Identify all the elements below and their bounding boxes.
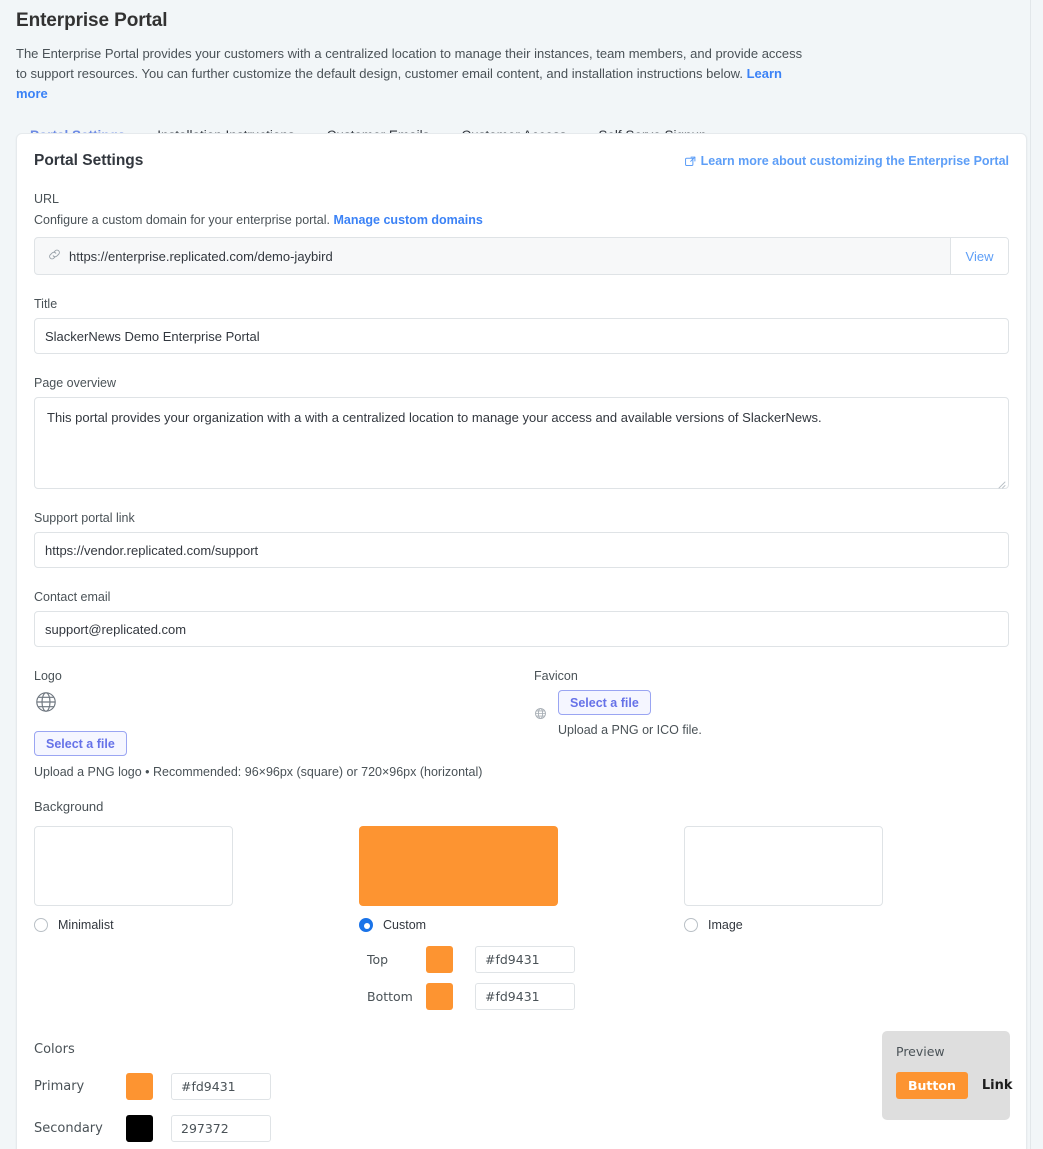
link-icon <box>48 248 61 264</box>
logo-group: Logo Select a file Upload a PNG logo • R… <box>34 669 534 779</box>
learn-more-link[interactable]: Learn more <box>16 66 782 101</box>
favicon-label: Favicon <box>534 669 578 683</box>
radio-image[interactable] <box>684 918 698 932</box>
color-row-secondary: Secondary 297372 <box>34 1115 1009 1142</box>
favicon-select-file-button[interactable]: Select a file <box>558 690 651 715</box>
page-description: The Enterprise Portal provides your cust… <box>16 44 806 104</box>
portal-settings-card: Portal Settings Learn more about customi… <box>16 133 1027 1149</box>
background-section-label: Background <box>34 799 104 814</box>
card-header: Portal Settings Learn more about customi… <box>34 152 1009 170</box>
radio-minimalist[interactable] <box>34 918 48 932</box>
favicon-hint: Upload a PNG or ICO file. <box>558 723 702 737</box>
manage-custom-domains-link[interactable]: Manage custom domains <box>333 213 483 227</box>
background-label-image: Image <box>708 918 743 932</box>
background-section: Background Minimalist Custom <box>34 799 1009 1020</box>
page-overview-value: This portal provides your organization w… <box>47 410 822 425</box>
preview-panel: Preview Button Link <box>882 1031 1013 1120</box>
preview-controls: Button Link <box>896 1072 1013 1099</box>
background-radio-row-custom[interactable]: Custom <box>359 918 684 932</box>
background-option-minimalist[interactable]: Minimalist <box>34 826 359 1020</box>
gradient-bottom-color-input[interactable]: #fd9431 <box>475 983 575 1010</box>
page-description-text: The Enterprise Portal provides your cust… <box>16 46 803 81</box>
background-swatch-image[interactable] <box>684 826 883 906</box>
colors-section-label: Colors <box>34 1042 75 1057</box>
background-option-custom[interactable]: Custom Top #fd9431 Bottom #fd9431 <box>359 826 684 1020</box>
logo-globe-icon <box>34 690 534 719</box>
gradient-top-color-chip[interactable] <box>426 946 453 973</box>
url-label: URL <box>34 192 60 206</box>
favicon-row: Select a file Upload a PNG or ICO file. <box>534 690 1009 737</box>
title-label: Title <box>34 297 58 311</box>
contact-email-field-group: Contact email support@replicated.com <box>34 590 1009 647</box>
gradient-bottom-color-chip[interactable] <box>426 983 453 1010</box>
external-link-icon <box>684 156 696 167</box>
gradient-top-color-input[interactable]: #fd9431 <box>475 946 575 973</box>
preview-label: Preview <box>896 1044 945 1059</box>
support-link-label: Support portal link <box>34 511 135 525</box>
background-label-custom: Custom <box>383 918 427 932</box>
gradient-controls: Top #fd9431 Bottom #fd9431 <box>367 946 684 1010</box>
page-overview-textarea[interactable]: This portal provides your organization w… <box>34 397 1009 489</box>
gradient-top-label: Top <box>367 952 389 967</box>
customizing-docs-link-label: Learn more about customizing the Enterpr… <box>700 154 1009 168</box>
background-swatch-custom[interactable] <box>359 826 558 906</box>
customizing-docs-link[interactable]: Learn more about customizing the Enterpr… <box>684 154 1009 168</box>
url-field-group: URL Configure a custom domain for your e… <box>34 192 1009 275</box>
card-title: Portal Settings <box>34 152 144 169</box>
primary-color-input[interactable]: #fd9431 <box>171 1073 271 1100</box>
logo-label: Logo <box>34 669 62 683</box>
colors-section: Colors Primary #fd9431 Secondary 297372 … <box>34 1031 1013 1142</box>
favicon-controls: Select a file Upload a PNG or ICO file. <box>558 690 702 737</box>
logo-hint: Upload a PNG logo • Recommended: 96×96px… <box>34 765 483 779</box>
page-overview-field-group: Page overview This portal provides your … <box>34 376 1009 489</box>
secondary-color-label: Secondary <box>34 1121 103 1136</box>
url-row: https://enterprise.replicated.com/demo-j… <box>34 237 1009 275</box>
radio-custom[interactable] <box>359 918 373 932</box>
primary-color-chip[interactable] <box>126 1073 153 1100</box>
background-swatch-minimalist[interactable] <box>34 826 233 906</box>
gradient-row-bottom: Bottom #fd9431 <box>367 983 684 1010</box>
url-value-wrap: https://enterprise.replicated.com/demo-j… <box>35 238 950 274</box>
logo-select-file-button[interactable]: Select a file <box>34 731 127 756</box>
contact-email-input[interactable]: support@replicated.com <box>34 611 1009 647</box>
resize-grip-icon[interactable] <box>996 476 1006 489</box>
background-options: Minimalist Custom Top #fd9431 <box>34 826 1009 1020</box>
support-link-input[interactable]: https://vendor.replicated.com/support <box>34 532 1009 568</box>
view-button[interactable]: View <box>950 238 1008 274</box>
color-row-primary: Primary #fd9431 <box>34 1073 1009 1100</box>
gradient-row-top: Top #fd9431 <box>367 946 684 973</box>
url-help: Configure a custom domain for your enter… <box>34 213 1009 227</box>
media-row: Logo Select a file Upload a PNG logo • R… <box>34 669 1009 779</box>
page-right-edge <box>1030 0 1031 1149</box>
page-title: Enterprise Portal <box>16 10 168 31</box>
contact-email-label: Contact email <box>34 590 111 604</box>
page-overview-label: Page overview <box>34 376 116 390</box>
background-radio-row-minimalist[interactable]: Minimalist <box>34 918 359 932</box>
preview-link[interactable]: Link <box>981 1078 1013 1093</box>
favicon-globe-icon <box>534 707 547 725</box>
support-link-field-group: Support portal link https://vendor.repli… <box>34 511 1009 568</box>
background-radio-row-image[interactable]: Image <box>684 918 1009 932</box>
background-option-image[interactable]: Image <box>684 826 1009 1020</box>
title-input[interactable]: SlackerNews Demo Enterprise Portal <box>34 318 1009 354</box>
title-field-group: Title SlackerNews Demo Enterprise Portal <box>34 297 1009 354</box>
url-value: https://enterprise.replicated.com/demo-j… <box>69 248 333 264</box>
secondary-color-chip[interactable] <box>126 1115 153 1142</box>
preview-button[interactable]: Button <box>896 1072 968 1099</box>
favicon-group: Favicon Select a file Upload a PNG or IC… <box>534 669 1009 779</box>
page-header: Enterprise Portal The Enterprise Portal … <box>0 0 1043 104</box>
primary-color-label: Primary <box>34 1079 85 1094</box>
url-help-text: Configure a custom domain for your enter… <box>34 213 330 227</box>
secondary-color-input[interactable]: 297372 <box>171 1115 271 1142</box>
background-label-minimalist: Minimalist <box>58 918 114 932</box>
gradient-bottom-label: Bottom <box>367 989 413 1004</box>
